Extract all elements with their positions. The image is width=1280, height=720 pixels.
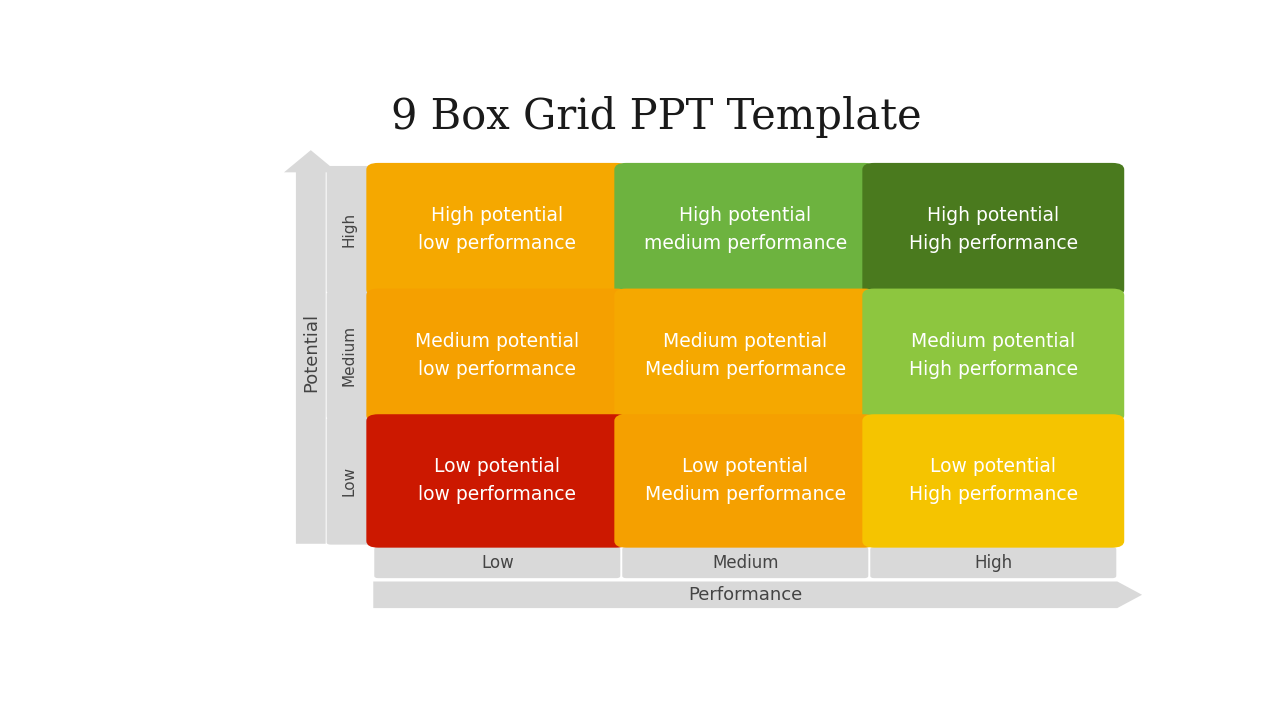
Text: High: High: [342, 212, 357, 247]
Text: Medium: Medium: [712, 554, 778, 572]
FancyBboxPatch shape: [366, 414, 628, 548]
Text: High: High: [974, 554, 1012, 572]
Text: Low potential
low performance: Low potential low performance: [419, 457, 576, 505]
Text: Low: Low: [342, 466, 357, 496]
FancyBboxPatch shape: [614, 163, 877, 297]
FancyBboxPatch shape: [614, 289, 877, 422]
FancyBboxPatch shape: [326, 418, 372, 544]
FancyBboxPatch shape: [863, 163, 1124, 297]
Text: Medium potential
low performance: Medium potential low performance: [415, 332, 580, 379]
Polygon shape: [374, 582, 1142, 608]
Text: Medium potential
High performance: Medium potential High performance: [909, 332, 1078, 379]
Text: High potential
low performance: High potential low performance: [419, 206, 576, 253]
Text: Medium: Medium: [342, 325, 357, 386]
Text: Potential: Potential: [302, 313, 320, 392]
FancyBboxPatch shape: [326, 166, 372, 293]
Text: High potential
High performance: High potential High performance: [909, 206, 1078, 253]
Text: Performance: Performance: [689, 586, 803, 604]
FancyBboxPatch shape: [374, 547, 621, 578]
Text: Low: Low: [481, 554, 513, 572]
FancyBboxPatch shape: [622, 547, 868, 578]
FancyBboxPatch shape: [863, 414, 1124, 548]
FancyBboxPatch shape: [326, 292, 372, 419]
Polygon shape: [284, 150, 338, 544]
Text: Low potential
Medium performance: Low potential Medium performance: [645, 457, 846, 505]
FancyBboxPatch shape: [366, 289, 628, 422]
Text: Medium potential
Medium performance: Medium potential Medium performance: [645, 332, 846, 379]
FancyBboxPatch shape: [863, 289, 1124, 422]
Text: Low potential
High performance: Low potential High performance: [909, 457, 1078, 505]
FancyBboxPatch shape: [366, 163, 628, 297]
Text: 9 Box Grid PPT Template: 9 Box Grid PPT Template: [390, 96, 922, 138]
FancyBboxPatch shape: [870, 547, 1116, 578]
Text: High potential
medium performance: High potential medium performance: [644, 206, 847, 253]
FancyBboxPatch shape: [614, 414, 877, 548]
